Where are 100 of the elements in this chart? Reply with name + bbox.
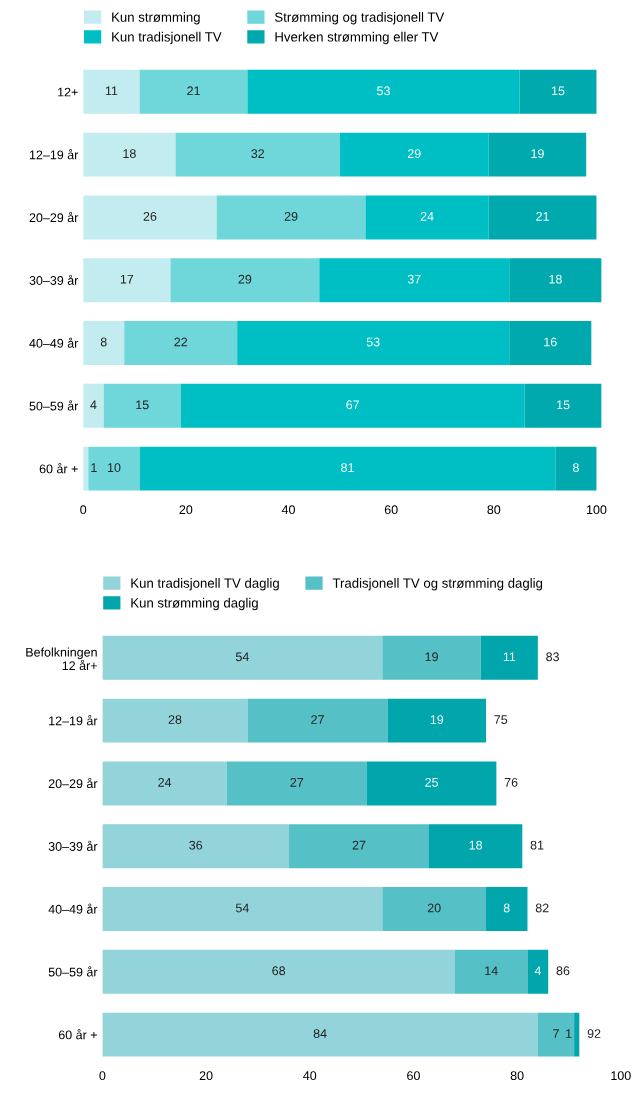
bar bbox=[216, 195, 366, 240]
x-tick-label: 100 bbox=[586, 505, 607, 515]
data-label: 25 bbox=[425, 777, 439, 787]
data-label: 1 bbox=[91, 463, 97, 472]
bar bbox=[102, 949, 455, 994]
bar bbox=[509, 321, 592, 366]
data-label: 29 bbox=[284, 211, 298, 221]
data-label: 53 bbox=[377, 86, 390, 96]
bar bbox=[387, 698, 487, 743]
y-tick-label: 20–29 år bbox=[48, 777, 98, 789]
bar bbox=[83, 258, 171, 303]
x-tick-label: 100 bbox=[611, 1071, 631, 1081]
bar bbox=[83, 383, 104, 428]
data-label: 18 bbox=[469, 840, 483, 850]
bar bbox=[180, 383, 525, 428]
data-label: 37 bbox=[407, 274, 421, 284]
legend-label: Tradisjonell TV og strømming daglig bbox=[332, 578, 543, 591]
data-label: 18 bbox=[549, 274, 562, 284]
bar bbox=[237, 321, 510, 366]
y-tick-label: 12–19 år bbox=[49, 715, 98, 726]
data-label: 81 bbox=[341, 463, 354, 472]
bar bbox=[102, 635, 383, 680]
data-label: 36 bbox=[189, 840, 203, 850]
legend-label: Strømming og tradisjonell TV bbox=[274, 12, 445, 25]
total-label: 76 bbox=[504, 777, 518, 787]
bar bbox=[488, 132, 587, 177]
total-label: 86 bbox=[556, 966, 570, 976]
bar bbox=[102, 824, 290, 869]
x-tick-label: 80 bbox=[487, 505, 501, 515]
data-label: 15 bbox=[551, 86, 565, 96]
bar bbox=[83, 69, 140, 114]
bar bbox=[103, 383, 181, 428]
legend-label: Kun tradisjonell TV daglig bbox=[131, 578, 279, 591]
data-label: 19 bbox=[425, 652, 438, 662]
bar bbox=[365, 195, 489, 240]
data-label: 84 bbox=[313, 1029, 327, 1038]
bar bbox=[83, 195, 217, 240]
data-label: 21 bbox=[536, 211, 549, 221]
data-label: 8 bbox=[503, 903, 510, 913]
data-label: 54 bbox=[235, 903, 249, 913]
data-label: 4 bbox=[534, 966, 541, 976]
data-label: 8 bbox=[573, 463, 579, 472]
data-label: 29 bbox=[238, 274, 252, 284]
data-label: 26 bbox=[143, 211, 157, 221]
y-tick-label: 30–39 år bbox=[29, 274, 79, 285]
data-label: 68 bbox=[272, 966, 286, 976]
y-tick-label: 20–29 år bbox=[29, 211, 79, 223]
x-tick-label: 0 bbox=[99, 1071, 106, 1081]
data-label: 19 bbox=[531, 149, 544, 158]
bar bbox=[486, 887, 528, 932]
bar bbox=[88, 446, 140, 491]
data-label: 16 bbox=[544, 337, 557, 347]
bar bbox=[124, 321, 238, 366]
data-label: 10 bbox=[108, 463, 121, 472]
y-tick-label: 50–59 år bbox=[48, 966, 98, 977]
data-label: 18 bbox=[123, 149, 136, 158]
bar bbox=[289, 824, 429, 869]
bar bbox=[555, 446, 597, 491]
data-label: 17 bbox=[120, 274, 134, 284]
data-label: 11 bbox=[503, 652, 516, 662]
bar bbox=[102, 887, 383, 932]
x-tick-label: 80 bbox=[510, 1071, 524, 1081]
data-label: 11 bbox=[105, 86, 118, 96]
data-label: 32 bbox=[251, 149, 265, 158]
bar bbox=[139, 446, 556, 491]
y-tick-label: 30–39 år bbox=[48, 840, 98, 851]
bar bbox=[102, 761, 227, 806]
bar bbox=[170, 258, 320, 303]
data-label: 27 bbox=[352, 840, 366, 850]
bar bbox=[382, 887, 487, 932]
x-tick-label: 40 bbox=[281, 505, 295, 515]
bar bbox=[537, 1012, 575, 1057]
y-tick-label: 40–49 år bbox=[48, 903, 98, 914]
legend-label: Kun strømming bbox=[112, 12, 200, 25]
data-label: 14 bbox=[485, 966, 498, 976]
data-label: 28 bbox=[168, 715, 182, 724]
bar bbox=[83, 132, 176, 177]
data-label: 7 bbox=[553, 1029, 559, 1038]
x-tick-label: 20 bbox=[199, 1071, 213, 1081]
bar bbox=[382, 635, 481, 680]
y-tick-label: 60 år + bbox=[58, 1029, 97, 1040]
x-tick-label: 40 bbox=[303, 1071, 317, 1081]
legend-label: Kun tradisjonell TV bbox=[112, 31, 222, 45]
x-tick-label: 60 bbox=[384, 505, 398, 515]
data-label: 27 bbox=[290, 777, 304, 787]
legend-label: Kun strømming daglig bbox=[131, 597, 258, 611]
y-tick-label: Befolkningen 12 år+ bbox=[26, 647, 97, 671]
total-label: 75 bbox=[494, 715, 508, 724]
data-label: 24 bbox=[420, 211, 434, 221]
data-label: 67 bbox=[346, 400, 359, 410]
data-label: 1 bbox=[566, 1029, 572, 1038]
data-label: 24 bbox=[158, 777, 172, 787]
bar bbox=[366, 761, 497, 806]
bar bbox=[527, 949, 549, 994]
bar bbox=[139, 69, 248, 114]
data-label: 4 bbox=[90, 400, 97, 410]
bar bbox=[428, 824, 523, 869]
bar bbox=[102, 698, 248, 743]
bar bbox=[247, 69, 520, 114]
bar bbox=[454, 949, 528, 994]
